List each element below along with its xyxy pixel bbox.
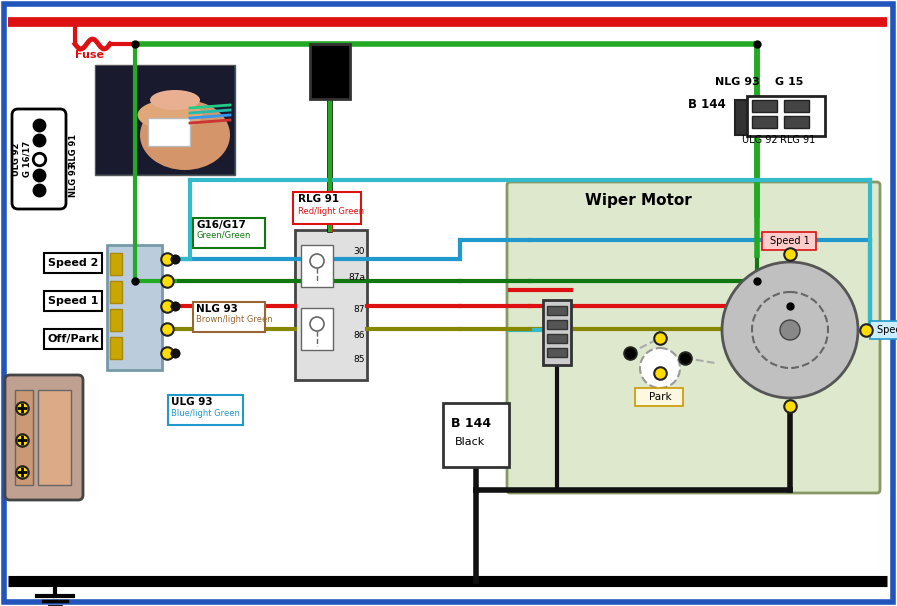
Bar — [295, 230, 367, 380]
Text: 85: 85 — [353, 356, 365, 364]
Circle shape — [640, 348, 680, 388]
Bar — [148, 118, 190, 146]
Text: G16/G17: G16/G17 — [196, 220, 246, 230]
FancyBboxPatch shape — [12, 109, 66, 209]
FancyBboxPatch shape — [5, 375, 83, 500]
Bar — [193, 302, 265, 332]
Bar — [168, 395, 243, 425]
Bar — [110, 337, 122, 359]
Bar — [547, 306, 567, 315]
Bar — [784, 116, 809, 128]
Text: Wiper Motor: Wiper Motor — [585, 193, 692, 208]
Text: Off/Park: Off/Park — [48, 334, 99, 344]
Bar — [96, 66, 234, 174]
Text: RLG 91: RLG 91 — [68, 133, 77, 167]
Text: RLG 91: RLG 91 — [298, 194, 339, 204]
Text: Blue/light Green: Blue/light Green — [171, 409, 239, 418]
Bar — [752, 116, 777, 128]
Text: Speed 1: Speed 1 — [48, 296, 98, 306]
Text: Brown/light Green: Brown/light Green — [196, 315, 273, 324]
Bar — [752, 100, 777, 112]
FancyBboxPatch shape — [747, 96, 825, 136]
Text: Speed 2: Speed 2 — [877, 325, 897, 335]
Text: NLG 93: NLG 93 — [715, 77, 760, 87]
Text: ULG 93: ULG 93 — [171, 397, 213, 407]
Text: Speed 2: Speed 2 — [48, 258, 98, 268]
Bar — [95, 65, 235, 175]
Text: Green/Green: Green/Green — [196, 231, 250, 240]
Text: G 15: G 15 — [775, 77, 804, 87]
Text: 87: 87 — [353, 305, 365, 315]
Bar — [15, 390, 33, 485]
FancyBboxPatch shape — [507, 182, 880, 493]
Text: G 16/17: G 16/17 — [22, 141, 31, 177]
Bar — [547, 348, 567, 357]
Text: 87a: 87a — [348, 273, 365, 282]
Ellipse shape — [140, 100, 230, 170]
Text: Black: Black — [455, 437, 485, 447]
Bar — [310, 44, 350, 99]
Circle shape — [780, 320, 800, 340]
Bar — [547, 320, 567, 329]
Bar — [44, 253, 102, 273]
FancyBboxPatch shape — [107, 245, 162, 370]
Ellipse shape — [137, 100, 203, 130]
Bar — [38, 390, 71, 485]
Bar — [543, 300, 571, 365]
Text: 86: 86 — [353, 330, 365, 339]
Bar — [784, 100, 809, 112]
Bar — [547, 334, 567, 343]
Text: Fuse: Fuse — [75, 50, 104, 60]
FancyBboxPatch shape — [443, 403, 509, 467]
Bar — [301, 245, 333, 287]
Ellipse shape — [150, 90, 200, 110]
Text: Park: Park — [649, 392, 671, 402]
Text: 30: 30 — [353, 247, 365, 256]
Circle shape — [722, 262, 858, 398]
Bar — [44, 329, 102, 349]
Bar — [44, 291, 102, 311]
Text: Red/light Green: Red/light Green — [298, 207, 364, 216]
Bar — [110, 253, 122, 275]
Bar — [110, 281, 122, 303]
Bar — [193, 218, 265, 248]
Text: B 144: B 144 — [451, 417, 492, 430]
Text: ULG 92: ULG 92 — [12, 142, 21, 176]
Bar — [735, 100, 747, 135]
Bar — [762, 232, 816, 250]
Text: NLG 93: NLG 93 — [196, 304, 238, 314]
Text: B 144: B 144 — [688, 98, 726, 111]
Bar — [301, 308, 333, 350]
Bar — [870, 321, 897, 339]
FancyBboxPatch shape — [4, 4, 893, 602]
Bar — [110, 309, 122, 331]
Text: Speed 1: Speed 1 — [771, 236, 810, 246]
Text: NLG 93: NLG 93 — [68, 163, 77, 197]
Text: RLG 91: RLG 91 — [780, 135, 815, 145]
Text: ULG 92: ULG 92 — [742, 135, 778, 145]
Bar — [293, 192, 361, 224]
Bar — [635, 388, 683, 406]
